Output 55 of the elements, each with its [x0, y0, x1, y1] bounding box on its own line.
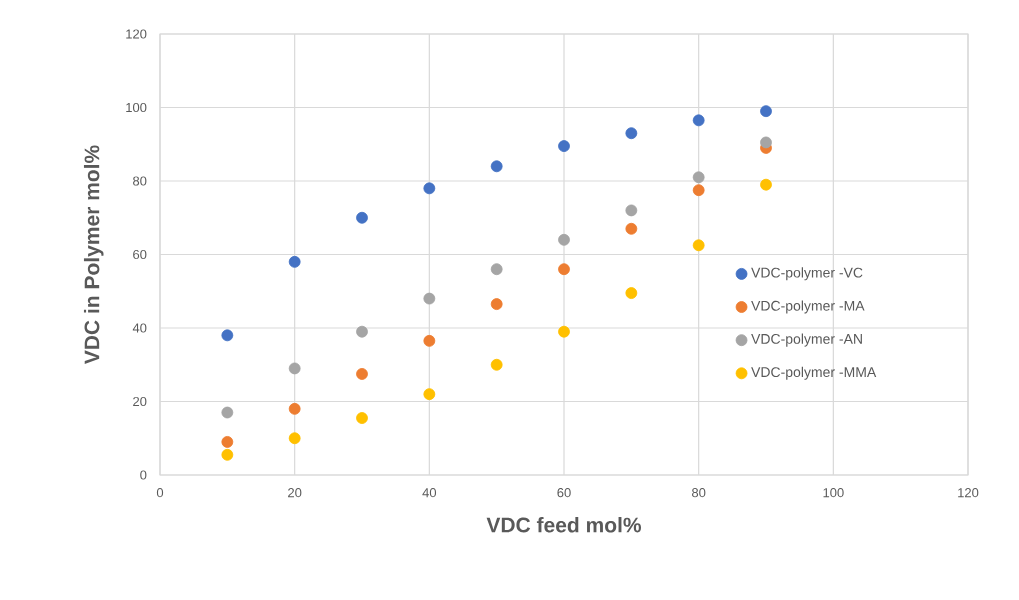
- point: [490, 263, 503, 276]
- point: [356, 412, 368, 424]
- point: [288, 402, 301, 415]
- legend-label: VDC-polymer -VC: [751, 267, 863, 281]
- legend-label: VDC-polymer -AN: [751, 333, 862, 347]
- y-tick-label: 40: [132, 323, 147, 333]
- point: [221, 329, 234, 342]
- x-tick-label: 0: [156, 488, 164, 498]
- point: [423, 182, 436, 195]
- x-tick-label: 60: [557, 488, 571, 498]
- y-tick-label: 0: [140, 470, 147, 480]
- x-tick-label: 80: [692, 488, 706, 498]
- point: [558, 140, 570, 152]
- y-tick-label: 80: [133, 176, 147, 186]
- x-tick-label: 20: [288, 488, 302, 498]
- point: [490, 298, 503, 311]
- point: [692, 184, 705, 197]
- y-tick-label: 20: [133, 396, 147, 407]
- point: [288, 432, 301, 445]
- point: [423, 292, 436, 305]
- point: [692, 114, 705, 127]
- y-tick-label: 100: [126, 102, 147, 113]
- point: [760, 178, 772, 191]
- point: [760, 136, 772, 149]
- point: [558, 263, 570, 276]
- x-axis-title: VDC feed mol%: [486, 517, 642, 533]
- point: [558, 325, 570, 338]
- x-tick-label: 40: [422, 488, 437, 498]
- legend-label: VDC-polymer -MA: [751, 300, 865, 314]
- point: [423, 334, 436, 347]
- y-tick-label: 120: [126, 29, 147, 39]
- point: [625, 127, 638, 140]
- legend-label: VDC-polymer -MMA: [751, 366, 877, 380]
- point: [221, 406, 234, 419]
- point: [221, 448, 234, 461]
- y-tick-label: 60: [133, 249, 147, 260]
- point: [288, 362, 301, 375]
- x-tick-label: 120: [958, 488, 979, 498]
- x-tick-label: 100: [823, 488, 844, 498]
- point: [221, 436, 234, 448]
- point: [423, 388, 436, 401]
- point: [692, 239, 705, 252]
- point: [356, 211, 368, 224]
- point: [692, 171, 705, 184]
- point: [760, 105, 772, 118]
- point: [490, 160, 503, 173]
- point: [558, 233, 570, 246]
- point: [356, 368, 368, 380]
- point: [288, 255, 301, 268]
- y-axis-title: VDC in Polymer mol%: [83, 145, 104, 365]
- point: [625, 222, 638, 235]
- point: [490, 358, 503, 371]
- point: [625, 204, 638, 217]
- point: [625, 287, 638, 299]
- point: [356, 325, 368, 338]
